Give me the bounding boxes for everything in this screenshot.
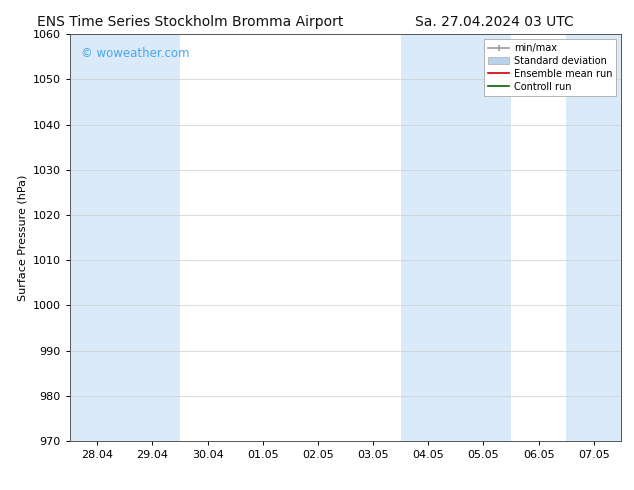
Bar xyxy=(566,34,621,441)
Bar xyxy=(70,34,180,441)
Bar xyxy=(401,34,511,441)
Legend: min/max, Standard deviation, Ensemble mean run, Controll run: min/max, Standard deviation, Ensemble me… xyxy=(484,39,616,96)
Text: © woweather.com: © woweather.com xyxy=(81,47,190,59)
Text: Sa. 27.04.2024 03 UTC: Sa. 27.04.2024 03 UTC xyxy=(415,15,574,29)
Y-axis label: Surface Pressure (hPa): Surface Pressure (hPa) xyxy=(17,174,27,301)
Text: ENS Time Series Stockholm Bromma Airport: ENS Time Series Stockholm Bromma Airport xyxy=(37,15,344,29)
